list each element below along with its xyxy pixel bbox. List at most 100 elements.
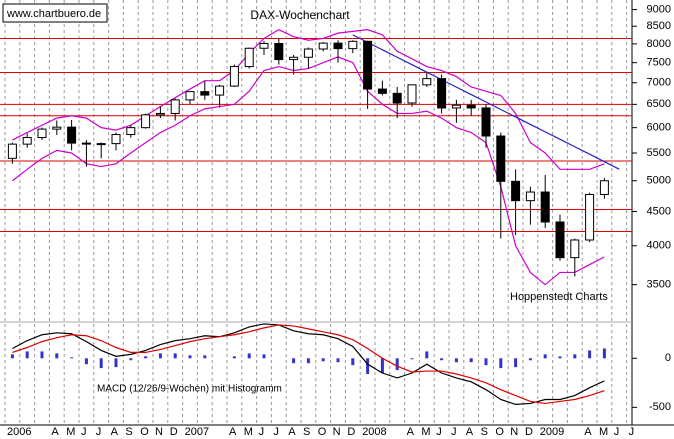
histogram-bar — [440, 358, 444, 361]
macd-title: MACD (12/26/9-Wochen) mit Histogramm — [97, 384, 282, 395]
trendline — [352, 34, 620, 170]
histogram-bar — [262, 354, 266, 359]
y-tick-label: 7500 — [647, 57, 671, 69]
histogram-bar — [158, 353, 162, 359]
x-tick-label: A — [111, 426, 119, 438]
x-tick-label: S — [303, 426, 310, 438]
x-tick-label: A — [229, 426, 237, 438]
bollinger-band — [12, 56, 605, 286]
histogram-bar — [528, 358, 532, 361]
x-tick-label: A — [288, 426, 296, 438]
x-tick-label: O — [495, 426, 504, 438]
candle-body — [481, 107, 491, 137]
candle-body — [81, 142, 91, 145]
y-tick-label: 6500 — [647, 98, 671, 110]
x-tick-label: A — [51, 426, 59, 438]
histogram-bar — [84, 358, 88, 365]
candle-body — [377, 88, 387, 94]
histogram-bar — [247, 353, 251, 359]
x-tick-label: M — [599, 426, 608, 438]
candle-body — [466, 104, 476, 109]
candle-body — [229, 66, 239, 87]
macd-line — [12, 324, 605, 405]
x-tick-label: J — [629, 426, 635, 438]
candle-body — [570, 239, 580, 259]
candle-body — [170, 99, 180, 114]
x-tick-label: N — [155, 426, 163, 438]
x-tick-label: S — [481, 426, 488, 438]
x-tick-label: J — [451, 426, 457, 438]
candle-body — [126, 127, 136, 136]
y-tick-label: 7000 — [647, 77, 671, 89]
candle-body — [52, 126, 62, 130]
x-tick-label: J — [614, 426, 620, 438]
source: www.chartbuero.de — [6, 8, 101, 20]
source-box — [2, 3, 108, 23]
candle-body — [451, 104, 461, 109]
x-tick-label: 2006 — [7, 426, 31, 438]
histogram-bar — [336, 358, 340, 363]
y-tick-label: 3500 — [647, 279, 671, 291]
x-tick-label: D — [347, 426, 355, 438]
candle-body — [274, 42, 284, 61]
x-tick-label: A — [466, 426, 474, 438]
y-tick-label: 5000 — [647, 175, 671, 187]
x-tick-label: O — [318, 426, 327, 438]
x-tick-label: M — [244, 426, 253, 438]
candle-body — [22, 137, 32, 145]
y-tick-label: 9000 — [647, 3, 671, 15]
x-tick-label: M — [66, 426, 75, 438]
x-tick-label: S — [125, 426, 132, 438]
histogram-bar — [380, 358, 384, 374]
histogram-bar — [543, 354, 547, 359]
histogram-bar — [99, 358, 103, 369]
x-tick-label: D — [170, 426, 178, 438]
x-tick-label: N — [333, 426, 341, 438]
histogram-bar — [558, 356, 562, 359]
candle-body — [67, 126, 77, 144]
histogram-bar — [306, 358, 310, 364]
candle-body — [318, 42, 328, 50]
candle-body — [392, 92, 402, 104]
y-tick-label: 0 — [665, 352, 671, 364]
annotation: Hoppenstedt Charts — [510, 291, 608, 303]
histogram-bar — [70, 357, 74, 359]
candle-body — [437, 78, 447, 109]
histogram-bar — [40, 351, 44, 359]
y-tick-label: 6000 — [647, 122, 671, 134]
candle-body — [289, 56, 299, 61]
candle-body — [496, 135, 506, 182]
y-tick-label: 8500 — [647, 20, 671, 32]
histogram-bar — [602, 348, 606, 359]
x-tick-label: J — [436, 426, 442, 438]
histogram-bar — [10, 354, 14, 359]
candle-body — [555, 221, 565, 259]
y-tick-label: 8000 — [647, 38, 671, 50]
candle-body — [200, 91, 210, 96]
histogram-bar — [321, 358, 325, 362]
histogram-bar — [203, 355, 207, 359]
candle-body — [525, 191, 535, 202]
x-tick-label: M — [421, 426, 430, 438]
y-tick-label: 4500 — [647, 205, 671, 217]
histogram-bar — [410, 358, 414, 360]
y-tick-label: -500 — [649, 401, 671, 413]
candle-body — [111, 134, 121, 145]
x-tick-label: N — [510, 426, 518, 438]
x-tick-label: J — [96, 426, 102, 438]
x-tick-label: J — [273, 426, 279, 438]
y-tick-label: 5500 — [647, 147, 671, 159]
x-tick-label: 2009 — [540, 426, 564, 438]
x-tick-label: 2008 — [362, 426, 386, 438]
candle-body — [141, 114, 151, 129]
histogram-bar — [188, 355, 192, 359]
histogram-bar — [292, 358, 296, 364]
histogram-bar — [469, 358, 473, 363]
x-tick-label: J — [259, 426, 265, 438]
candle-body — [7, 143, 17, 159]
x-tick-label: D — [525, 426, 533, 438]
candle-body — [215, 85, 225, 96]
